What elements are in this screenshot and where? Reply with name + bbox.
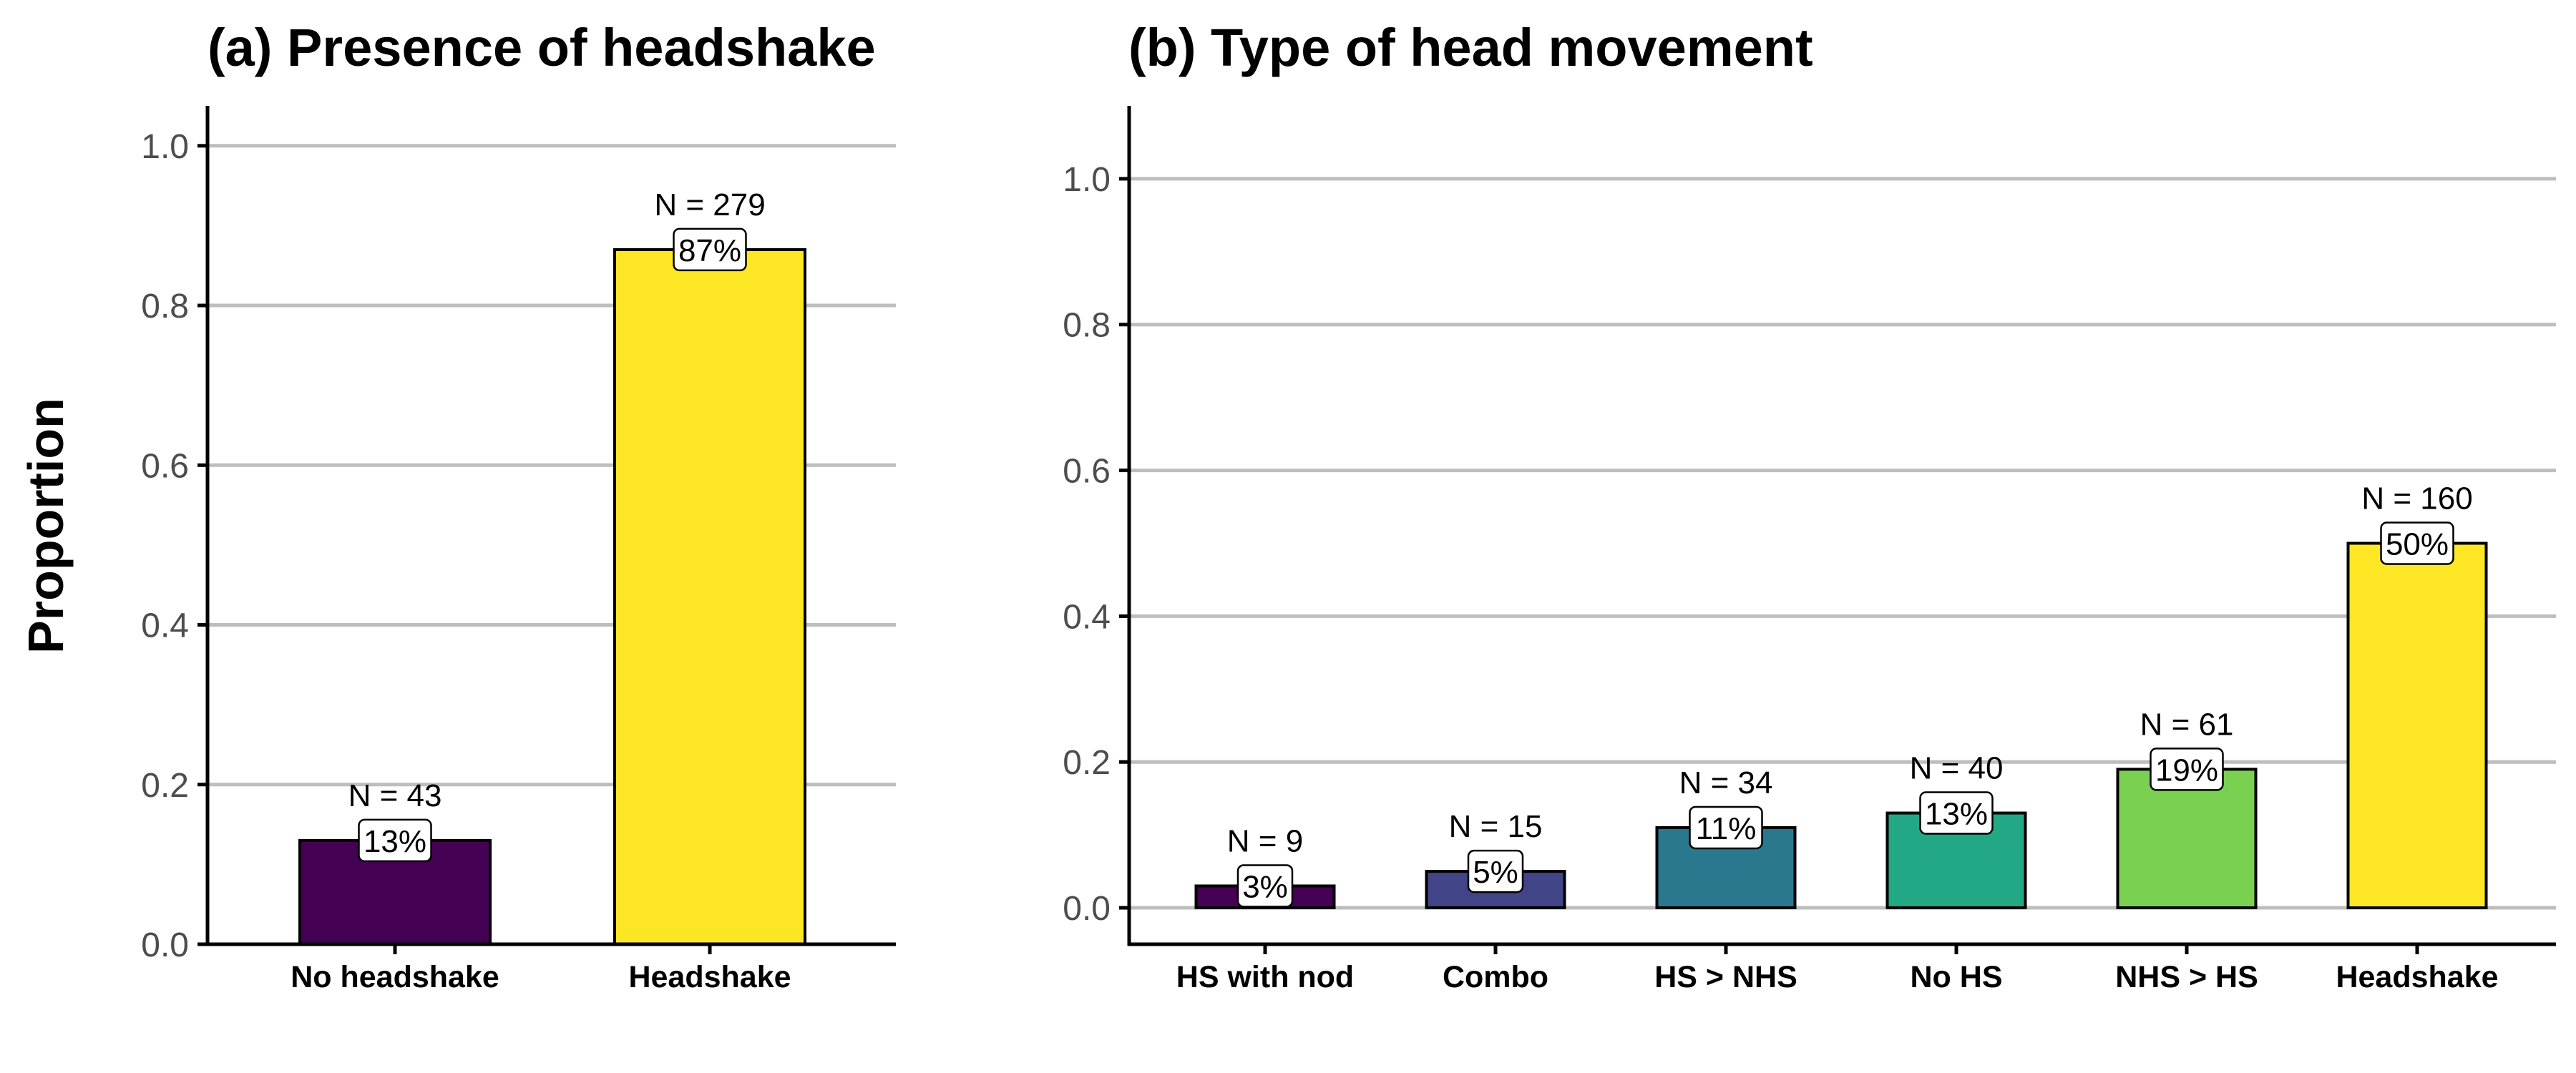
x-tick-label: No HS	[1911, 960, 2003, 994]
count-label: N = 61	[2140, 707, 2234, 742]
y-tick-label: 0.8	[141, 288, 189, 325]
y-tick-label: 0.6	[141, 447, 189, 485]
y-tick-label: 1.0	[141, 128, 189, 166]
percent-label: 3%	[1242, 869, 1288, 904]
y-tick-label: 0.2	[1063, 744, 1111, 782]
count-label: N = 9	[1227, 823, 1303, 858]
percent-label-box	[2150, 748, 2224, 791]
y-tick-label: 0.2	[141, 767, 189, 805]
panel-b: (b) Type of head movement 0.0 0.2 0.4 0.6 0.8…	[1063, 18, 2556, 994]
y-tick-label: 0.4	[1063, 598, 1111, 636]
percent-label-box	[2380, 521, 2454, 565]
x-tick-label: Headshake	[2336, 960, 2498, 994]
y-tick-label: 0.4	[141, 607, 189, 645]
percent-label: 13%	[364, 824, 426, 859]
y-tick-label: 0.6	[1063, 453, 1111, 491]
y-tick-label: 1.0	[1063, 161, 1111, 199]
percent-label: 5%	[1473, 855, 1518, 890]
count-label: N = 279	[654, 187, 765, 222]
panel-b-title: (b) Type of head movement	[1128, 18, 1813, 77]
y-tick-label: 0.0	[141, 926, 189, 964]
bar	[613, 248, 806, 946]
percent-label: 19%	[2155, 753, 2218, 788]
y-tick-label: 0.8	[1063, 307, 1111, 345]
x-tick-label: HS with nod	[1176, 960, 1354, 994]
percent-label-box	[1689, 805, 1763, 850]
percent-label-box	[673, 227, 747, 272]
count-label: N = 160	[2361, 481, 2472, 516]
y-tick-label: 0.0	[1063, 890, 1111, 928]
count-label: N = 15	[1449, 809, 1543, 844]
x-tick-label: NHS > HS	[2115, 960, 2258, 994]
x-tick-label: No headshake	[291, 960, 499, 994]
percent-label: 50%	[2386, 526, 2449, 562]
percent-label: 13%	[1925, 797, 1988, 832]
x-tick-label: HS > NHS	[1654, 960, 1797, 994]
percent-label: 87%	[678, 233, 741, 268]
y-axis-label: Proportion	[18, 398, 74, 654]
panel-a-title: (a) Presence of headshake	[208, 18, 876, 77]
x-tick-label: Combo	[1443, 960, 1548, 994]
percent-label: 11%	[1696, 811, 1757, 846]
percent-label-box	[1236, 864, 1294, 908]
count-label: N = 43	[348, 778, 442, 813]
count-label: N = 40	[1910, 751, 2004, 786]
percent-label-box	[358, 818, 432, 863]
bar	[2116, 768, 2258, 910]
count-label: N = 34	[1679, 765, 1773, 800]
percent-label-box	[1919, 791, 1994, 835]
percent-label-box	[1467, 849, 1524, 893]
x-tick-label: Headshake	[628, 960, 791, 994]
bar	[2346, 542, 2488, 910]
panel-a: (a) Presence of headshake 0.0 0.2 0.4 0.6 0.8…	[141, 18, 896, 994]
